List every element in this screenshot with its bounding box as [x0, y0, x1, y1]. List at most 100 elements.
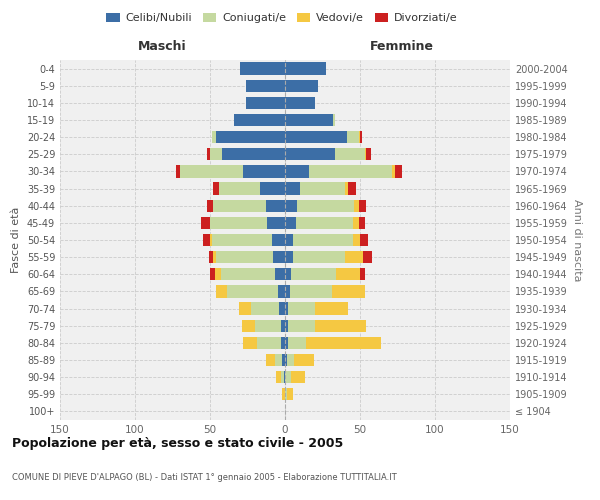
- Bar: [285, 96, 315, 109]
- Bar: [281, 371, 284, 384]
- Bar: [285, 200, 297, 212]
- Bar: [219, 182, 260, 194]
- Bar: [348, 182, 355, 194]
- Bar: [315, 302, 348, 314]
- Bar: [293, 251, 345, 264]
- Bar: [265, 354, 275, 366]
- Bar: [213, 200, 265, 212]
- Bar: [271, 234, 285, 246]
- Bar: [275, 354, 282, 366]
- Bar: [285, 131, 347, 143]
- Text: Popolazione per età, sesso e stato civile - 2005: Popolazione per età, sesso e stato civil…: [12, 438, 343, 450]
- Bar: [180, 166, 243, 177]
- Bar: [353, 216, 359, 229]
- Bar: [365, 148, 366, 160]
- Y-axis label: Anni di nascita: Anni di nascita: [572, 198, 581, 281]
- Bar: [293, 234, 353, 246]
- Bar: [209, 251, 213, 264]
- Bar: [336, 268, 360, 280]
- Y-axis label: Fasce di età: Fasce di età: [11, 207, 21, 273]
- Bar: [243, 166, 285, 177]
- Bar: [284, 371, 285, 384]
- Bar: [285, 354, 287, 366]
- Bar: [210, 268, 215, 280]
- Bar: [353, 234, 360, 246]
- Bar: [315, 320, 366, 332]
- Bar: [246, 80, 285, 92]
- Bar: [213, 251, 216, 264]
- Bar: [285, 336, 288, 349]
- Bar: [239, 302, 251, 314]
- Bar: [203, 234, 210, 246]
- Bar: [285, 166, 309, 177]
- Bar: [222, 148, 285, 160]
- Bar: [260, 182, 285, 194]
- Bar: [363, 251, 372, 264]
- Bar: [285, 302, 288, 314]
- Bar: [212, 131, 216, 143]
- Bar: [285, 286, 290, 298]
- Bar: [221, 268, 275, 280]
- Bar: [309, 166, 392, 177]
- Bar: [281, 336, 285, 349]
- Bar: [213, 182, 219, 194]
- Bar: [285, 320, 288, 332]
- Bar: [279, 302, 285, 314]
- Bar: [288, 320, 315, 332]
- Legend: Celibi/Nubili, Coniugati/e, Vedovi/e, Divorziati/e: Celibi/Nubili, Coniugati/e, Vedovi/e, Di…: [102, 8, 462, 28]
- Bar: [285, 148, 335, 160]
- Bar: [285, 268, 291, 280]
- Bar: [392, 166, 395, 177]
- Bar: [265, 200, 285, 212]
- Bar: [354, 200, 359, 212]
- Bar: [285, 80, 318, 92]
- Bar: [241, 320, 255, 332]
- Bar: [267, 216, 285, 229]
- Bar: [297, 200, 354, 212]
- Bar: [366, 148, 371, 160]
- Bar: [251, 302, 279, 314]
- Bar: [288, 336, 306, 349]
- Bar: [285, 114, 333, 126]
- Bar: [276, 371, 281, 384]
- Bar: [234, 114, 285, 126]
- Bar: [285, 251, 293, 264]
- Text: Maschi: Maschi: [137, 40, 187, 52]
- Text: Femmine: Femmine: [370, 40, 434, 52]
- Bar: [201, 216, 210, 229]
- Bar: [287, 354, 294, 366]
- Bar: [290, 286, 331, 298]
- Bar: [347, 131, 359, 143]
- Bar: [281, 320, 285, 332]
- Bar: [331, 286, 365, 298]
- Bar: [210, 234, 212, 246]
- Bar: [285, 216, 296, 229]
- Bar: [360, 131, 361, 143]
- Bar: [216, 251, 273, 264]
- Bar: [291, 268, 336, 280]
- Bar: [277, 286, 285, 298]
- Bar: [291, 371, 305, 384]
- Bar: [359, 216, 365, 229]
- Bar: [285, 182, 300, 194]
- Bar: [360, 268, 365, 280]
- Bar: [296, 216, 353, 229]
- Bar: [240, 62, 285, 74]
- Bar: [243, 336, 257, 349]
- Bar: [207, 148, 210, 160]
- Bar: [216, 286, 227, 298]
- Text: COMUNE DI PIEVE D'ALPAGO (BL) - Dati ISTAT 1° gennaio 2005 - Elaborazione TUTTIT: COMUNE DI PIEVE D'ALPAGO (BL) - Dati IST…: [12, 473, 397, 482]
- Bar: [176, 166, 180, 177]
- Bar: [359, 200, 366, 212]
- Bar: [345, 182, 348, 194]
- Bar: [285, 388, 287, 400]
- Bar: [285, 234, 293, 246]
- Bar: [207, 200, 213, 212]
- Bar: [287, 388, 293, 400]
- Bar: [285, 371, 291, 384]
- Bar: [285, 62, 325, 74]
- Bar: [212, 234, 271, 246]
- Bar: [275, 268, 285, 280]
- Bar: [345, 251, 363, 264]
- Bar: [216, 131, 285, 143]
